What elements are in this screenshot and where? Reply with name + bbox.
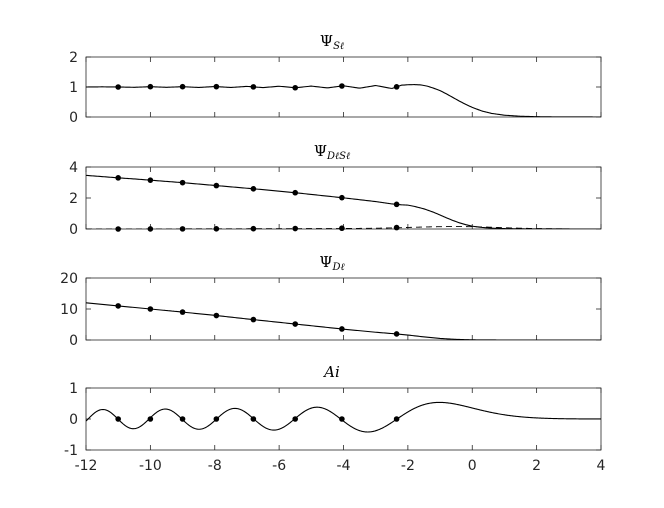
data-point-2-2 xyxy=(179,309,186,315)
y-tick-label-2-0: 0 xyxy=(69,333,78,349)
panel-airy-ai-title: Ai xyxy=(322,363,340,381)
data-point-dashed-1-3 xyxy=(213,226,220,232)
y-tick-label-3-1: 0 xyxy=(69,412,78,428)
x-tick-label-3-7: 2 xyxy=(532,458,541,474)
x-tick-label-3-3: -6 xyxy=(272,458,286,474)
y-tick-label-0-0: 0 xyxy=(69,110,78,126)
data-point-dashed-1-4 xyxy=(250,225,257,232)
data-point-3-7 xyxy=(393,416,400,422)
x-tick-label-3-4: -4 xyxy=(337,458,351,474)
data-point-2-0 xyxy=(115,303,121,309)
data-point-1-4 xyxy=(250,185,257,192)
panel-psi-sl: ΨSℓ 0 1 2 xyxy=(69,32,602,126)
data-point-0-7 xyxy=(393,84,400,90)
y-tick-label-1-0: 0 xyxy=(69,222,78,238)
y-tick-label-0-2: 2 xyxy=(69,50,78,66)
x-tick-label-3-2: -8 xyxy=(208,458,222,474)
data-point-3-5 xyxy=(292,416,299,422)
y-tick-label-2-1: 10 xyxy=(60,302,78,318)
data-point-0-4 xyxy=(250,84,257,90)
data-point-3-2 xyxy=(179,416,186,422)
x-tick-label-3-5: -2 xyxy=(401,458,415,474)
data-point-1-7 xyxy=(393,201,400,208)
data-point-0-6 xyxy=(339,83,345,89)
data-point-1-2 xyxy=(179,179,186,186)
y-tick-label-3-2: 1 xyxy=(69,381,78,397)
data-point-2-5 xyxy=(292,321,299,327)
x-tick-label-3-0: -12 xyxy=(75,458,98,474)
data-point-dashed-1-0 xyxy=(115,226,121,232)
data-point-2-1 xyxy=(147,306,154,312)
data-point-0-1 xyxy=(147,83,154,90)
data-point-2-4 xyxy=(250,316,257,323)
y-tick-label-3-0: -1 xyxy=(64,443,78,459)
x-tick-label-3-8: 4 xyxy=(597,458,606,474)
panel-psi-dlsl: ΨDℓSℓ 0 2 4 xyxy=(69,142,602,238)
panel-psi-sl-title: ΨSℓ xyxy=(320,32,344,52)
data-point-dashed-1-7 xyxy=(393,224,400,231)
data-point-2-6 xyxy=(339,326,345,332)
data-point-dashed-1-2 xyxy=(179,226,186,232)
panel-airy-ai: Ai -12 -10 -8 -6 -4 -2 0 2 4-101 xyxy=(64,363,606,474)
series-line-1-1 xyxy=(86,226,601,229)
data-point-0-0 xyxy=(115,84,121,90)
data-point-3-3 xyxy=(213,416,220,422)
data-point-1-6 xyxy=(339,194,345,201)
y-tick-label-0-1: 1 xyxy=(69,80,78,96)
data-point-dashed-1-5 xyxy=(292,225,299,232)
data-point-0-3 xyxy=(213,83,220,90)
data-point-dashed-1-1 xyxy=(147,226,154,232)
x-tick-label-3-6: 0 xyxy=(468,458,477,474)
data-point-3-0 xyxy=(115,416,121,422)
data-point-1-3 xyxy=(213,182,220,189)
y-tick-label-1-2: 4 xyxy=(69,160,78,176)
y-tick-label-1-1: 2 xyxy=(69,191,78,207)
panel-psi-dlsl-title: ΨDℓSℓ xyxy=(314,142,350,162)
data-point-1-5 xyxy=(292,189,299,196)
y-tick-label-2-2: 20 xyxy=(60,271,78,287)
data-point-2-3 xyxy=(213,312,220,319)
panel-psi-dl-title: ΨDℓ xyxy=(319,253,344,273)
data-point-3-6 xyxy=(339,416,345,422)
data-point-2-7 xyxy=(393,331,400,337)
data-point-1-0 xyxy=(115,175,121,181)
data-point-0-2 xyxy=(179,83,186,90)
data-point-1-1 xyxy=(147,177,154,183)
data-point-3-4 xyxy=(250,416,257,422)
data-point-dashed-1-6 xyxy=(339,225,345,232)
data-point-0-5 xyxy=(292,84,299,91)
x-tick-label-3-1: -10 xyxy=(139,458,162,474)
data-point-3-1 xyxy=(147,416,154,422)
panel-psi-dl: ΨDℓ 0 10 20 xyxy=(60,253,602,349)
